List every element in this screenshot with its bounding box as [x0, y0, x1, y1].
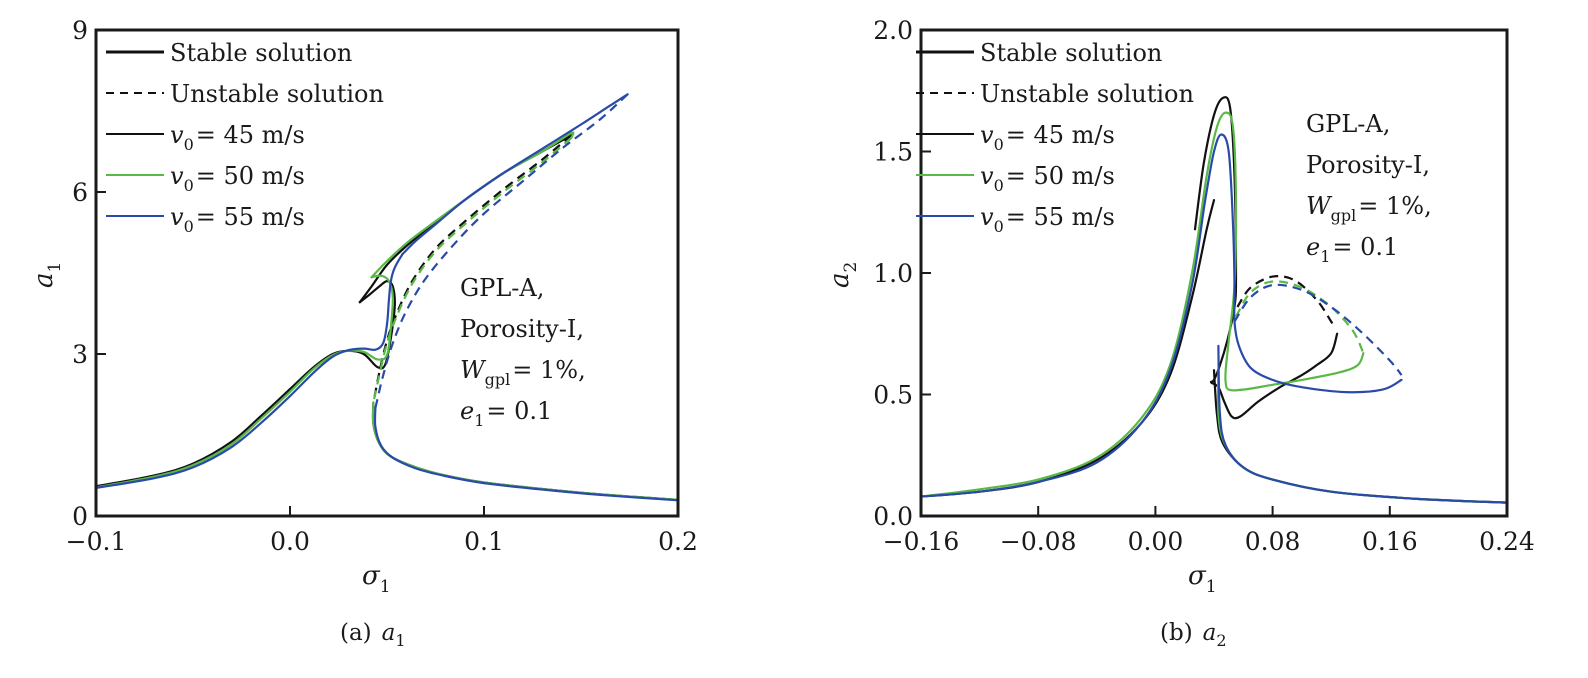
y-tick-label: 3	[72, 340, 88, 369]
annotation-line: GPL-A,	[1306, 110, 1390, 138]
y-tick-label: 6	[72, 178, 88, 207]
legend-label: v0= 45 m/s	[170, 121, 305, 154]
panel-a-annotation: GPL-A, Porosity-I, Wgpl= 1%, e1= 0.1	[460, 274, 586, 430]
panel-b-annotation: GPL-A, Porosity-I, Wgpl= 1%, e1= 0.1	[1306, 110, 1432, 266]
stable-curve-v0-045	[96, 280, 396, 488]
annotation-line: Porosity-I,	[460, 315, 584, 343]
x-tick-label: 0.1	[464, 527, 504, 556]
panel-b-ticks: −0.16 −0.08 0.00 0.08 0.16 0.24 0.0 0.5 1.0 1.5 2.…	[873, 16, 1535, 556]
legend-label: v0= 55 m/s	[170, 203, 305, 236]
legend-label: Stable solution	[980, 39, 1162, 67]
x-tick-label: 0.08	[1245, 527, 1301, 556]
stable-curve-v0-055	[96, 253, 404, 489]
annotation-wgpl: Wgpl= 1%,	[1306, 192, 1432, 225]
y-tick-label: 1.0	[873, 259, 913, 288]
stable-curve-v0-050	[921, 111, 1365, 498]
stable-curve-v0-055	[921, 133, 1403, 498]
legend-label: v0= 50 m/s	[980, 162, 1115, 195]
stable-curve-v0-055	[401, 93, 629, 256]
legend-label: v0= 55 m/s	[980, 203, 1115, 236]
panel-b-a2-chart: −0.16 −0.08 0.00 0.08 0.16 0.24 0.0 0.5 1.0 1.5 2.…	[825, 16, 1535, 650]
y-tick-label: 0.0	[873, 502, 913, 531]
panel-a-a1-chart: −0.1 0.0 0.1 0.2 0 3 6 9 Stable solution Unstabl…	[29, 16, 698, 650]
stable-curve-v0-055	[373, 406, 678, 502]
stable-curve-v0-055	[1217, 344, 1507, 504]
panel-a-x-axis-label: σ1	[362, 561, 391, 597]
stable-curve-v0-045	[1212, 369, 1507, 504]
legend-label: v0= 50 m/s	[170, 162, 305, 195]
x-tick-label: 0.2	[658, 527, 698, 556]
unstable-curve-v0-055	[1233, 283, 1403, 376]
y-tick-label: 0.5	[873, 381, 913, 410]
panel-a-y-axis-label: a1	[29, 262, 65, 288]
legend-label: Stable solution	[170, 39, 352, 67]
y-tick-label: 1.5	[873, 138, 913, 167]
annotation-e1: e1= 0.1	[1306, 233, 1398, 266]
x-tick-label: −0.1	[66, 527, 127, 556]
unstable-curve-v0-055	[374, 93, 629, 409]
y-tick-label: 2.0	[873, 16, 913, 45]
x-tick-label: −0.08	[1000, 527, 1077, 556]
panel-b-x-axis-label: σ1	[1188, 561, 1217, 597]
unstable-curve-v0-045	[372, 134, 573, 403]
annotation-wgpl: Wgpl= 1%,	[460, 356, 586, 389]
stable-curve-v0-045	[921, 199, 1216, 498]
x-tick-label: −0.16	[883, 527, 960, 556]
panel-a-plot-frame	[94, 28, 680, 518]
annotation-e1: e1= 0.1	[460, 397, 552, 430]
stable-curve-v0-050	[1216, 369, 1507, 504]
panel-a-ticks: −0.1 0.0 0.1 0.2 0 3 6 9	[66, 16, 698, 556]
legend-label: Unstable solution	[170, 80, 384, 108]
unstable-curve-v0-050	[372, 137, 573, 403]
y-tick-label: 0	[72, 502, 88, 531]
unstable-curve-v0-045	[1236, 275, 1336, 328]
stable-curve-v0-050	[96, 274, 394, 489]
x-tick-label: 0.0	[270, 527, 310, 556]
panel-b-y-axis-label: a2	[825, 262, 861, 288]
x-tick-label: 0.16	[1362, 527, 1418, 556]
unstable-curve-v0-050	[1235, 280, 1365, 354]
panel-b-curves	[921, 96, 1507, 504]
y-tick-label: 9	[72, 16, 88, 45]
legend-label: Unstable solution	[980, 80, 1194, 108]
panel-a-caption: (a) a1	[340, 620, 406, 650]
legend-label: v0= 45 m/s	[980, 121, 1115, 154]
panel-b-caption: (b) a2	[1160, 620, 1227, 650]
panel-b-legend: Stable solution Unstable solution v0= 45 m…	[916, 39, 1194, 236]
annotation-line: GPL-A,	[460, 274, 544, 302]
annotation-line: Porosity-I,	[1306, 151, 1430, 179]
panel-a-legend: Stable solution Unstable solution v0= 45 m…	[106, 39, 384, 236]
x-tick-label: 0.24	[1479, 527, 1535, 556]
x-tick-label: 0.00	[1128, 527, 1184, 556]
panel-a-curves	[96, 93, 678, 502]
